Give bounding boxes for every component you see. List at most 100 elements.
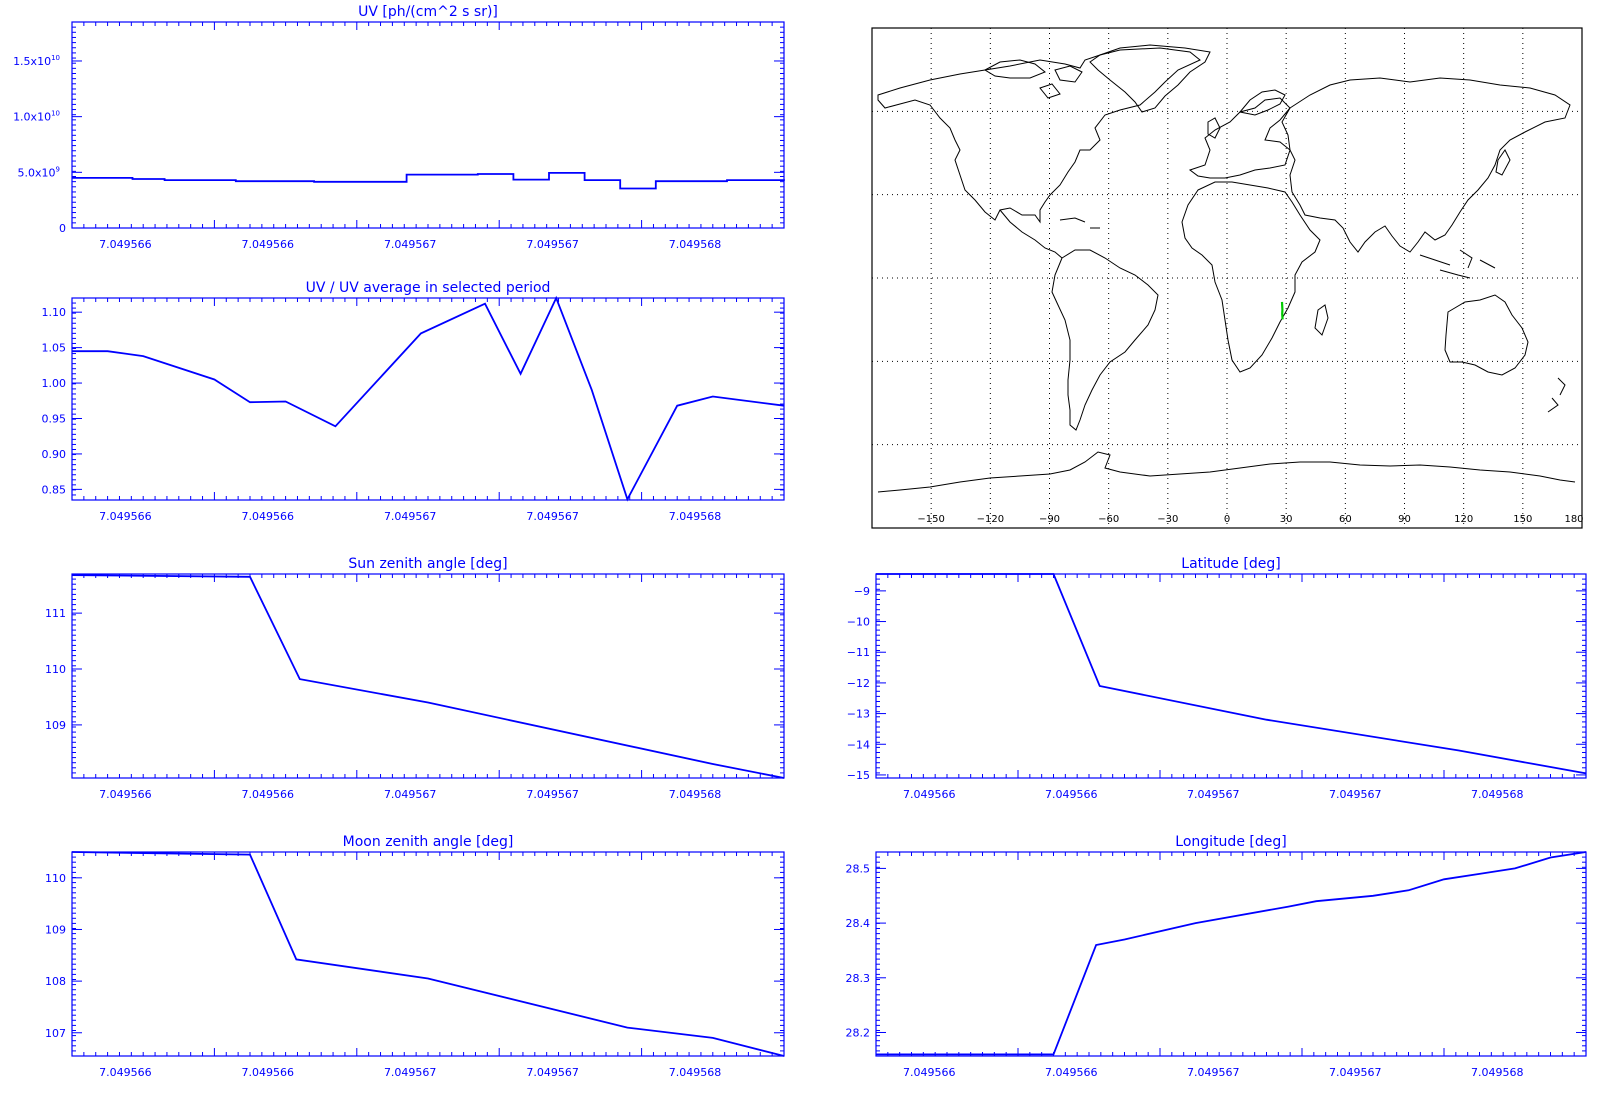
x-tick-label: 7.049566: [242, 510, 295, 523]
map-coastlines: [877, 44, 1576, 493]
plot-frame: [71, 297, 785, 501]
plot-uv-ratio: UV / UV average in selected period 7.0495…: [42, 280, 785, 523]
y-tick-label: 28.3: [846, 972, 871, 985]
x-tick-label: 7.049566: [242, 238, 295, 251]
coast-asia: [1281, 77, 1571, 253]
plot-title: Sun zenith angle [deg]: [348, 556, 507, 572]
x-tick-label: 7.049566: [1045, 1066, 1098, 1079]
coast-australia: [1444, 294, 1529, 376]
x-tick-label: 7.049566: [903, 1066, 956, 1079]
map-lon-tick-label: 0: [1224, 514, 1230, 525]
y-tick-label: 111: [45, 607, 66, 620]
map-lon-tick-label: −120: [977, 514, 1004, 525]
plot-sun-zenith: Sun zenith angle [deg] 7.049566 7.049566 7.…: [45, 556, 785, 801]
plot-title: Latitude [deg]: [1181, 556, 1280, 572]
coast-scandinavia: [1239, 89, 1286, 116]
plot-title: Longitude [deg]: [1175, 834, 1286, 850]
plot-frame: [875, 573, 1587, 779]
x-tick-label: 7.049567: [384, 1066, 437, 1079]
map-lon-tick-label: 90: [1398, 514, 1411, 525]
coast-caribbean: [1059, 217, 1100, 229]
x-tick-label: 7.049567: [526, 1066, 579, 1079]
y-tick-label: 107: [45, 1027, 66, 1040]
x-tick-label: 7.049567: [526, 238, 579, 251]
coast-new-zealand: [1547, 377, 1566, 413]
plot-title: Moon zenith angle [deg]: [343, 834, 514, 850]
x-tick-label: 7.049568: [669, 238, 722, 251]
map-lon-tick-label: 120: [1454, 514, 1473, 525]
map-grid: [872, 28, 1582, 528]
map-lon-tick-label: −150: [917, 514, 944, 525]
x-tick-label: 7.049567: [1187, 788, 1240, 801]
y-tick-label: 0.85: [42, 483, 67, 496]
map-lon-tick-label: −30: [1157, 514, 1178, 525]
y-tick-label: −13: [847, 708, 870, 721]
map-track: [1280, 301, 1284, 320]
y-tick-exponent: 10: [51, 54, 60, 62]
x-tick-label: 7.049568: [1471, 1066, 1524, 1079]
plot-frame: [71, 573, 785, 779]
y-tick-label: 0: [59, 222, 66, 235]
x-tick-label: 7.049567: [384, 238, 437, 251]
y-tick-label: 109: [45, 923, 66, 936]
map-lon-tick-label: 60: [1339, 514, 1352, 525]
plot-uv: UV [ph/(cm^2 s sr)] 7.049566 7.049566 7.049…: [13, 4, 785, 251]
series-line-uv-ratio: [72, 295, 785, 502]
x-tick-label: 7.049567: [384, 788, 437, 801]
y-tick-label: −14: [847, 738, 870, 751]
x-tick-label: 7.049566: [242, 788, 295, 801]
coast-south-america: [1051, 249, 1159, 431]
map-lon-ticks: −150 −120 −90 −60 −30 0 30 60 90 120 150 180: [917, 514, 1583, 525]
plot-latitude: Latitude [deg] 7.049566 7.049566 7.049567 7.…: [847, 556, 1587, 801]
y-tick-label: 1.05: [42, 342, 67, 355]
x-tick-label: 7.049566: [99, 788, 152, 801]
series-line-latitude: [876, 573, 1587, 775]
map-lon-tick-label: −90: [1039, 514, 1060, 525]
y-tick-label: 0.95: [42, 412, 67, 425]
y-tick-label: −10: [847, 616, 870, 629]
coast-greenland: [1089, 44, 1211, 113]
plot-frame: [875, 851, 1587, 1057]
x-tick-label: 7.049567: [1329, 788, 1382, 801]
map-lon-tick-label: −60: [1098, 514, 1119, 525]
y-tick-label: 110: [45, 663, 66, 676]
series-line-moon-zenith: [71, 851, 785, 1057]
plot-frame: [71, 851, 785, 1057]
x-tick-label: 7.049566: [242, 1066, 295, 1079]
y-tick-label: −11: [847, 646, 870, 659]
x-tick-label: 7.049566: [99, 510, 152, 523]
y-tick-exponent: 10: [51, 110, 60, 118]
y-tick-label: 28.5: [846, 862, 871, 875]
y-tick-label: 1.00: [42, 377, 67, 390]
y-tick-label: 1.5x1010: [13, 54, 60, 68]
y-tick-label: 0.90: [42, 448, 67, 461]
x-tick-label: 7.049566: [99, 238, 152, 251]
series-line-uv: [72, 171, 785, 190]
y-tick-label: 109: [45, 719, 66, 732]
coast-north-america: [877, 47, 1201, 224]
coast-se-asia-islands: [1419, 249, 1496, 279]
x-tick-label: 7.049568: [669, 1066, 722, 1079]
x-tick-label: 7.049566: [1045, 788, 1098, 801]
coast-europe: [1188, 97, 1291, 179]
y-tick-label: −15: [847, 769, 870, 782]
plot-moon-zenith: Moon zenith angle [deg] 7.049566 7.049566 7…: [45, 834, 785, 1079]
y-tick-label: 1.0x1010: [13, 110, 60, 124]
world-map: −150 −120 −90 −60 −30 0 30 60 90 120 150 180: [871, 27, 1584, 529]
plot-longitude: Longitude [deg] 7.049566 7.049566 7.049567 7…: [846, 834, 1587, 1079]
x-tick-label: 7.049567: [1329, 1066, 1382, 1079]
x-tick-label: 7.049567: [1187, 1066, 1240, 1079]
y-tick-exponent: 9: [56, 165, 60, 173]
plot-frame: [71, 21, 785, 229]
coast-arctic-islands: [983, 59, 1083, 99]
plot-title: UV [ph/(cm^2 s sr)]: [358, 4, 498, 20]
map-lon-tick-label: 30: [1280, 514, 1293, 525]
x-tick-label: 7.049568: [1471, 788, 1524, 801]
plot-title: UV / UV average in selected period: [306, 280, 551, 296]
series-line-longitude: [876, 851, 1587, 1056]
y-tick-label: 108: [45, 975, 66, 988]
series-line-sun-zenith: [71, 574, 785, 779]
y-tick-label: 28.2: [846, 1026, 871, 1039]
x-tick-label: 7.049568: [669, 510, 722, 523]
